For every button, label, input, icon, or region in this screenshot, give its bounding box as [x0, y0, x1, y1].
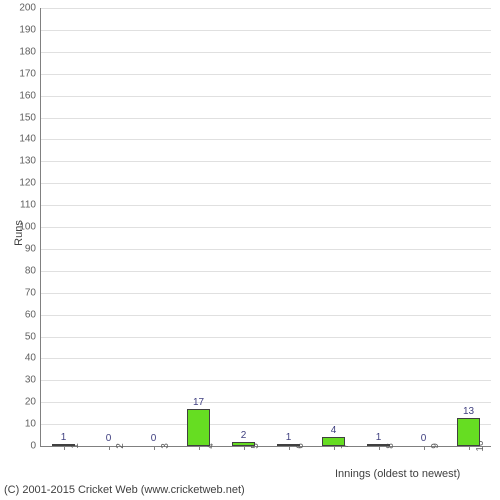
ytick-label: 50: [25, 331, 41, 342]
chart-container: 0102030405060708090100110120130140150160…: [0, 0, 500, 500]
ytick-label: 80: [25, 265, 41, 276]
bar: 4: [322, 437, 345, 446]
gridline: [41, 293, 491, 294]
bar-value-label: 1: [286, 432, 292, 445]
gridline: [41, 358, 491, 359]
bar-value-label: 1: [376, 432, 382, 445]
ytick-label: 180: [19, 46, 41, 57]
gridline: [41, 227, 491, 228]
bar-value-label: 2: [241, 430, 247, 443]
x-axis-label: Innings (oldest to newest): [335, 468, 460, 480]
gridline: [41, 52, 491, 53]
ytick-label: 160: [19, 90, 41, 101]
ytick-label: 40: [25, 353, 41, 364]
ytick-label: 60: [25, 309, 41, 320]
ytick-label: 150: [19, 112, 41, 123]
gridline: [41, 8, 491, 9]
gridline: [41, 205, 491, 206]
bar-value-label: 17: [193, 397, 204, 410]
bar: 17: [187, 409, 210, 446]
ytick-label: 20: [25, 397, 41, 408]
ytick-label: 170: [19, 68, 41, 79]
bar: 1: [277, 444, 300, 446]
ytick-label: 200: [19, 3, 41, 14]
copyright-text: (C) 2001-2015 Cricket Web (www.cricketwe…: [4, 484, 245, 496]
bar-value-label: 0: [106, 433, 112, 446]
bar: 2: [232, 442, 255, 446]
ytick-label: 110: [20, 200, 41, 211]
gridline: [41, 424, 491, 425]
ytick-label: 90: [25, 243, 41, 254]
gridline: [41, 380, 491, 381]
ytick-label: 10: [25, 419, 41, 430]
gridline: [41, 337, 491, 338]
bar-value-label: 4: [331, 425, 337, 438]
gridline: [41, 249, 491, 250]
gridline: [41, 315, 491, 316]
bar-value-label: 0: [151, 433, 157, 446]
gridline: [41, 96, 491, 97]
gridline: [41, 118, 491, 119]
bar-value-label: 0: [421, 433, 427, 446]
ytick-label: 120: [19, 178, 41, 189]
ytick-label: 70: [25, 287, 41, 298]
gridline: [41, 161, 491, 162]
bar-value-label: 1: [61, 432, 67, 445]
ytick-label: 130: [19, 156, 41, 167]
ytick-label: 30: [25, 375, 41, 386]
bar-value-label: 13: [463, 406, 474, 419]
ytick-label: 0: [30, 441, 41, 452]
y-axis-label: Runs: [13, 220, 25, 246]
plot-area: 0102030405060708090100110120130140150160…: [40, 8, 491, 447]
gridline: [41, 74, 491, 75]
ytick-label: 190: [19, 24, 41, 35]
gridline: [41, 30, 491, 31]
gridline: [41, 139, 491, 140]
ytick-label: 140: [19, 134, 41, 145]
bar: 1: [367, 444, 390, 446]
gridline: [41, 402, 491, 403]
gridline: [41, 271, 491, 272]
gridline: [41, 183, 491, 184]
bar: 13: [457, 418, 480, 446]
bar: 1: [52, 444, 75, 446]
